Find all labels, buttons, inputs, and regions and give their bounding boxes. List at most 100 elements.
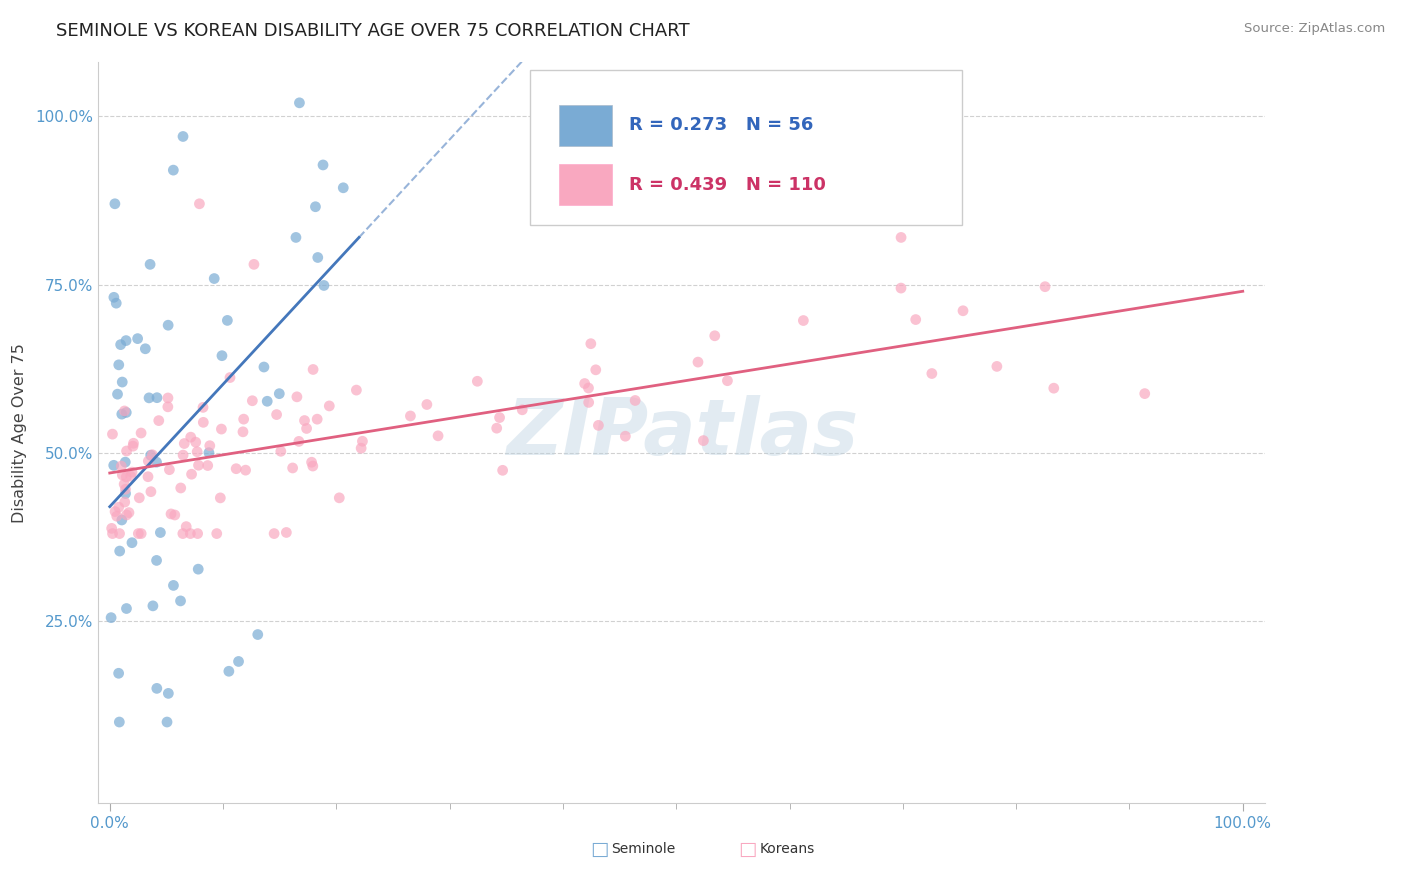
Point bbox=[350, 441, 373, 455]
Point bbox=[156, 391, 179, 405]
Point bbox=[157, 686, 180, 700]
Point bbox=[288, 95, 311, 110]
Bar bbox=[560, 164, 612, 205]
Point bbox=[139, 484, 162, 499]
Text: Koreans: Koreans bbox=[759, 842, 814, 856]
Point bbox=[149, 525, 172, 540]
Point bbox=[145, 455, 167, 469]
Text: Seminole: Seminole bbox=[612, 842, 676, 856]
Point bbox=[284, 230, 307, 244]
Point bbox=[115, 405, 138, 419]
Point bbox=[302, 362, 325, 376]
Point bbox=[307, 412, 329, 426]
Point bbox=[110, 337, 132, 351]
Point bbox=[114, 486, 136, 500]
Point bbox=[115, 334, 138, 348]
Point bbox=[156, 714, 179, 729]
Point bbox=[574, 376, 596, 391]
Text: □: □ bbox=[591, 839, 609, 859]
Point bbox=[205, 526, 228, 541]
Point bbox=[235, 463, 257, 477]
Point bbox=[112, 477, 135, 491]
Point bbox=[510, 402, 533, 417]
Point bbox=[172, 448, 194, 462]
Point bbox=[1033, 279, 1056, 293]
Point bbox=[115, 470, 138, 484]
Point bbox=[1042, 381, 1064, 395]
Point bbox=[111, 407, 134, 421]
Point bbox=[121, 465, 143, 479]
Point bbox=[136, 469, 159, 483]
Text: SEMINOLE VS KOREAN DISABILITY AGE OVER 75 CORRELATION CHART: SEMINOLE VS KOREAN DISABILITY AGE OVER 7… bbox=[56, 22, 690, 40]
Point bbox=[399, 409, 422, 423]
Point bbox=[103, 290, 125, 304]
Point bbox=[122, 439, 145, 453]
Point bbox=[114, 455, 136, 469]
Point bbox=[129, 526, 152, 541]
Point bbox=[101, 427, 124, 442]
Point bbox=[157, 318, 180, 333]
Point bbox=[114, 482, 136, 496]
Point bbox=[716, 374, 738, 388]
Point bbox=[585, 363, 607, 377]
Point bbox=[105, 509, 128, 524]
Point bbox=[187, 562, 209, 576]
Point bbox=[134, 342, 156, 356]
Point bbox=[219, 370, 242, 384]
Point bbox=[624, 393, 647, 408]
Point bbox=[692, 434, 714, 448]
Point bbox=[312, 278, 335, 293]
FancyBboxPatch shape bbox=[530, 70, 962, 226]
Point bbox=[107, 358, 129, 372]
Point bbox=[588, 418, 610, 433]
Point bbox=[118, 506, 141, 520]
Point bbox=[232, 425, 254, 439]
Point bbox=[232, 412, 254, 426]
Point bbox=[243, 257, 266, 271]
Point bbox=[163, 508, 186, 522]
Point bbox=[127, 526, 149, 541]
Point bbox=[246, 627, 269, 641]
Text: □: □ bbox=[738, 839, 756, 859]
Point bbox=[352, 434, 374, 449]
Text: ZIPatlas: ZIPatlas bbox=[506, 394, 858, 471]
Point bbox=[107, 500, 129, 515]
Point bbox=[253, 359, 276, 374]
Point bbox=[218, 665, 240, 679]
Point bbox=[344, 383, 367, 397]
Point bbox=[127, 332, 149, 346]
Point bbox=[101, 526, 124, 541]
Point bbox=[301, 455, 323, 469]
Point bbox=[225, 461, 247, 475]
Point bbox=[209, 491, 232, 505]
Point bbox=[328, 491, 350, 505]
Point bbox=[128, 491, 150, 505]
Point bbox=[792, 313, 814, 327]
Point bbox=[139, 257, 162, 271]
Point bbox=[108, 526, 131, 541]
Text: Source: ZipAtlas.com: Source: ZipAtlas.com bbox=[1244, 22, 1385, 36]
Bar bbox=[560, 105, 612, 145]
Point bbox=[904, 312, 927, 326]
Point bbox=[217, 313, 239, 327]
Point bbox=[276, 525, 298, 540]
Point bbox=[174, 519, 197, 533]
Point bbox=[197, 458, 219, 473]
Point bbox=[491, 463, 513, 477]
Point bbox=[172, 129, 194, 144]
Point bbox=[427, 429, 450, 443]
Point bbox=[198, 439, 221, 453]
Point bbox=[318, 399, 340, 413]
Point bbox=[145, 553, 167, 567]
Point bbox=[120, 469, 142, 483]
Point bbox=[263, 526, 285, 541]
Point bbox=[304, 200, 326, 214]
Point bbox=[111, 513, 134, 527]
Point bbox=[266, 408, 288, 422]
Point bbox=[285, 390, 308, 404]
Point bbox=[921, 367, 943, 381]
Point bbox=[307, 251, 329, 265]
Point bbox=[138, 454, 160, 468]
Point bbox=[703, 328, 725, 343]
Point bbox=[104, 196, 127, 211]
